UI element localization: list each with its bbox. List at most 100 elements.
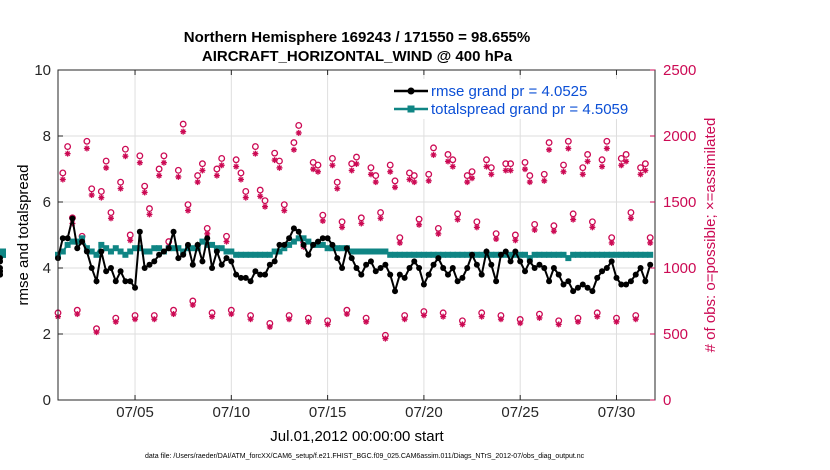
obs-assimilated-marker bbox=[122, 153, 129, 160]
rmse-point bbox=[122, 278, 129, 285]
obs-assimilated-stroke bbox=[522, 166, 528, 172]
rmse-point bbox=[276, 241, 283, 248]
obs-assimilated-stroke bbox=[527, 179, 533, 185]
totalspread-point bbox=[0, 251, 6, 258]
rmse-point bbox=[392, 288, 399, 295]
obs-possible-marker bbox=[232, 156, 240, 164]
obs-possible-marker bbox=[261, 197, 269, 205]
totalspread-point bbox=[180, 248, 187, 255]
totalspread-point bbox=[358, 248, 365, 255]
obs-assimilated-stroke bbox=[623, 158, 629, 164]
obs-assimilated-marker bbox=[449, 163, 456, 170]
obs-assimilated-marker bbox=[228, 311, 235, 318]
totalspread-point bbox=[74, 238, 81, 245]
obs-assimilated-marker bbox=[83, 145, 90, 152]
obs-assimilated-stroke bbox=[219, 162, 225, 168]
totalspread-point bbox=[107, 248, 114, 255]
obs-assimilated-marker bbox=[257, 193, 264, 200]
rmse-point bbox=[83, 248, 90, 255]
rmse-point bbox=[488, 261, 495, 268]
totalspread-point bbox=[218, 245, 225, 252]
obs-assimilated-stroke bbox=[233, 164, 239, 170]
rmse-point bbox=[146, 261, 153, 268]
totalspread-point bbox=[488, 251, 495, 258]
obs-assimilated-marker bbox=[103, 164, 110, 171]
obs-assimilated-stroke bbox=[190, 302, 196, 308]
rmse-point bbox=[184, 241, 191, 248]
totalspread-point bbox=[204, 241, 211, 248]
obs-possible-marker bbox=[280, 201, 288, 209]
obs-assimilated-marker bbox=[387, 168, 394, 175]
totalspread-point bbox=[324, 245, 331, 252]
obs-assimilated-stroke bbox=[358, 220, 364, 227]
totalspread-point bbox=[112, 245, 119, 252]
rmse-point bbox=[363, 261, 370, 268]
totalspread-point bbox=[132, 245, 139, 252]
obs-assimilated-marker bbox=[266, 323, 273, 330]
totalspread-point bbox=[517, 251, 524, 258]
obs-assimilated-stroke bbox=[565, 145, 571, 152]
obs-possible-marker bbox=[256, 186, 264, 194]
totalspread-point bbox=[603, 251, 610, 258]
totalspread-point bbox=[305, 238, 312, 245]
obs-possible-marker bbox=[641, 160, 649, 168]
obs-assimilated-marker bbox=[430, 151, 437, 158]
totalspread-point bbox=[262, 251, 269, 258]
obs-assimilated-stroke bbox=[334, 185, 340, 192]
obs-assimilated-marker bbox=[584, 158, 591, 165]
totalspread-point bbox=[300, 235, 307, 242]
rmse-point bbox=[647, 261, 654, 268]
rmse-point bbox=[266, 261, 273, 268]
rmse-point bbox=[396, 271, 403, 278]
totalspread-point bbox=[122, 251, 129, 258]
obs-assimilated-marker bbox=[290, 146, 297, 153]
obs-assimilated-stroke bbox=[310, 166, 316, 172]
totalspread-point bbox=[295, 235, 302, 242]
obs-assimilated-stroke bbox=[195, 179, 201, 185]
rmse-point bbox=[290, 225, 297, 232]
obs-assimilated-stroke bbox=[223, 239, 230, 245]
rmse-point bbox=[473, 261, 480, 268]
rmse-point bbox=[416, 265, 423, 271]
totalspread-point bbox=[334, 245, 341, 252]
obs-assimilated-marker bbox=[64, 150, 71, 157]
obs-assimilated-stroke bbox=[613, 319, 620, 325]
obs-possible-marker bbox=[97, 187, 105, 195]
obs-assimilated-marker bbox=[136, 159, 143, 166]
obs-possible-marker bbox=[540, 170, 548, 178]
obs-assimilated-marker bbox=[127, 237, 134, 244]
y-tick-label-left: 8 bbox=[43, 128, 51, 145]
totalspread-point bbox=[233, 251, 240, 258]
obs-assimilated-stroke bbox=[199, 167, 205, 174]
obs-assimilated-marker bbox=[560, 168, 567, 175]
rmse-point bbox=[526, 258, 533, 265]
rmse-point bbox=[199, 258, 206, 265]
rmse-point bbox=[483, 248, 490, 255]
rmse-point bbox=[623, 281, 630, 288]
totalspread-point bbox=[156, 245, 163, 252]
rmse-point bbox=[382, 261, 389, 268]
obs-assimilated-stroke bbox=[368, 171, 374, 177]
obs-assimilated-marker bbox=[59, 176, 66, 183]
obs-assimilated-stroke bbox=[532, 227, 538, 233]
obs-assimilated-stroke bbox=[74, 311, 80, 317]
obs-assimilated-marker bbox=[363, 318, 370, 325]
totalspread-point bbox=[69, 238, 76, 245]
rmse-point bbox=[367, 258, 374, 265]
obs-assimilated-marker bbox=[74, 311, 81, 318]
obs-assimilated-marker bbox=[401, 316, 408, 323]
totalspread-point bbox=[430, 251, 437, 258]
totalspread-point bbox=[637, 251, 644, 258]
rmse-point bbox=[305, 251, 312, 258]
obs-assimilated-stroke bbox=[204, 231, 210, 237]
x-axis-label: Jul.01,2012 00:00:00 start bbox=[270, 428, 444, 445]
rmse-line bbox=[57, 218, 652, 295]
rmse-point bbox=[599, 268, 606, 275]
y-axis-label-left: rmse and totalspread bbox=[15, 165, 32, 306]
totalspread-point bbox=[59, 248, 66, 255]
rmse-point bbox=[237, 274, 244, 281]
totalspread-point bbox=[392, 251, 399, 258]
rmse-point bbox=[574, 284, 581, 291]
rmse-point bbox=[372, 268, 379, 275]
obs-assimilated-stroke bbox=[469, 175, 475, 181]
